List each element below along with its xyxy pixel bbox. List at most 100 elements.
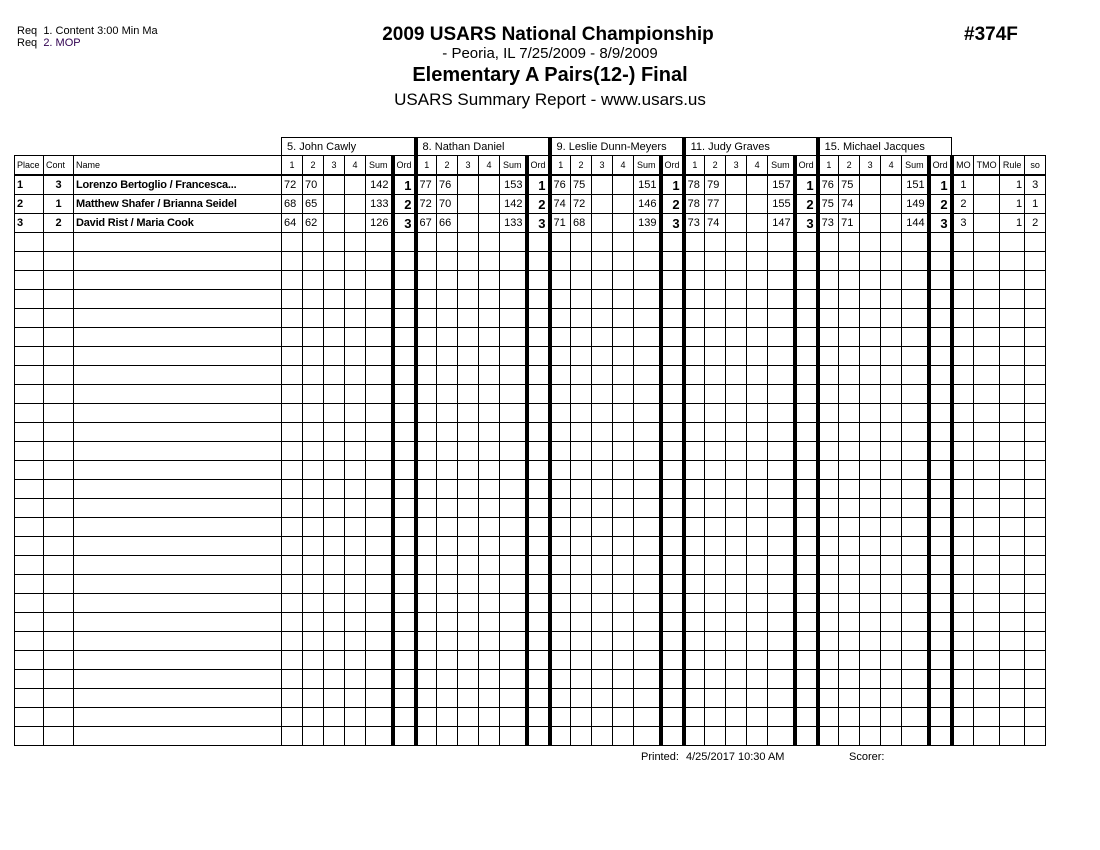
judge-score	[725, 174, 748, 195]
judge-ordinal: 2	[524, 194, 551, 214]
judge-score	[436, 574, 459, 594]
judge-ordinal	[524, 289, 551, 309]
judge-ordinal	[792, 327, 819, 347]
judge-ordinal	[524, 726, 551, 746]
judge-sum: 151	[633, 174, 662, 195]
judge-score	[815, 384, 840, 404]
judge-score	[302, 384, 324, 404]
judge-ordinal	[926, 365, 953, 385]
judge-score	[457, 232, 480, 252]
judge-score	[302, 289, 324, 309]
tmo	[973, 650, 1001, 670]
judge-sum	[633, 555, 662, 575]
judge-score	[838, 707, 861, 727]
judge-sum	[767, 555, 796, 575]
judge-score	[880, 365, 903, 385]
judge-sum	[365, 270, 393, 290]
judge-ordinal	[524, 536, 551, 556]
judge-score	[725, 612, 748, 632]
judge-score	[681, 631, 706, 651]
rule	[999, 422, 1026, 442]
so: 1	[1024, 194, 1047, 214]
judge-score	[746, 403, 769, 423]
requirements: Req 1. Content 3:00 Min Ma Req 2. MOP	[17, 25, 158, 49]
judge-score	[344, 365, 366, 385]
judge-score	[880, 213, 903, 233]
judge-score	[281, 517, 303, 537]
judge-score	[859, 574, 882, 594]
judge-score	[681, 422, 706, 442]
judge-score	[612, 251, 635, 271]
place	[14, 726, 44, 746]
judge-score	[302, 688, 324, 708]
judge-score	[457, 403, 480, 423]
judge-ordinal	[926, 631, 953, 651]
judge-ordinal	[926, 232, 953, 252]
judge-ordinal	[792, 441, 819, 461]
judge-score	[436, 593, 459, 613]
judge-score	[436, 688, 459, 708]
place	[14, 688, 44, 708]
judge-score	[704, 650, 727, 670]
judge-score	[815, 403, 840, 423]
judge-score	[746, 536, 769, 556]
cont	[43, 441, 74, 461]
judge-score	[436, 555, 459, 575]
mo	[949, 536, 975, 556]
judge-ordinal	[792, 707, 819, 727]
judge-ordinal	[658, 517, 685, 537]
judge-score	[413, 422, 438, 442]
judge-score	[281, 289, 303, 309]
judge-score	[815, 289, 840, 309]
judge-score	[281, 251, 303, 271]
judge-ordinal	[926, 612, 953, 632]
judge-sum: 133	[499, 213, 528, 233]
judge-score	[344, 232, 366, 252]
judge-score	[436, 707, 459, 727]
rule	[999, 631, 1026, 651]
judge-score	[323, 669, 345, 689]
judge-score	[570, 232, 593, 252]
judge-score	[681, 403, 706, 423]
rule	[999, 251, 1026, 271]
judge-score	[704, 536, 727, 556]
judge-score	[815, 707, 840, 727]
judge-score	[281, 593, 303, 613]
cont	[43, 384, 74, 404]
judge-score	[281, 707, 303, 727]
judge-score	[570, 270, 593, 290]
judge-score	[612, 574, 635, 594]
judge-sum	[901, 479, 930, 499]
cont	[43, 707, 74, 727]
skater-name	[73, 631, 282, 651]
judge-score	[344, 688, 366, 708]
judge-score	[547, 251, 572, 271]
mo	[949, 517, 975, 537]
judge-score	[436, 726, 459, 746]
judge-sum	[633, 612, 662, 632]
judge-ordinal	[792, 498, 819, 518]
judge-score	[413, 384, 438, 404]
judge-sum	[499, 384, 528, 404]
judge-score	[725, 441, 748, 461]
judge-score	[457, 441, 480, 461]
judge-score	[478, 384, 501, 404]
judge-score	[704, 270, 727, 290]
tmo	[973, 308, 1001, 328]
judge-ordinal	[390, 289, 417, 309]
judge-sum	[499, 479, 528, 499]
judge-score	[859, 460, 882, 480]
judge-score	[815, 688, 840, 708]
judge-score	[746, 270, 769, 290]
table-row	[14, 308, 1047, 328]
blank	[15, 138, 282, 156]
judge-score	[859, 498, 882, 518]
judge-score	[323, 707, 345, 727]
judge-score	[436, 517, 459, 537]
judge-name: 5. John Cawly	[280, 137, 417, 156]
judge-score	[859, 669, 882, 689]
header-1: 1	[815, 155, 840, 176]
judge-score	[302, 479, 324, 499]
judge-score	[302, 232, 324, 252]
judge-ordinal	[658, 232, 685, 252]
